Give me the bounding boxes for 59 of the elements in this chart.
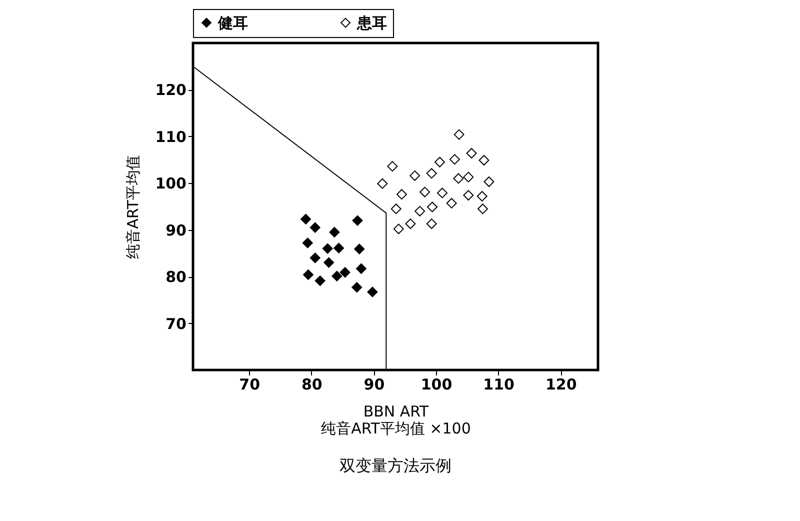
point	[396, 189, 407, 200]
point	[393, 224, 404, 234]
point	[322, 243, 333, 254]
point	[454, 129, 464, 140]
legend-label: 患耳	[356, 14, 387, 32]
point	[453, 173, 464, 184]
point	[427, 202, 438, 212]
point	[477, 204, 488, 214]
point	[390, 204, 402, 214]
y-tick-label: 100	[155, 174, 186, 193]
point	[410, 170, 420, 181]
point	[332, 270, 342, 282]
point	[446, 198, 457, 208]
y-tick-label: 120	[155, 81, 186, 100]
point	[302, 238, 313, 248]
y-tick-label: 80	[166, 268, 186, 286]
point	[463, 190, 474, 201]
x-tick-label: 120	[545, 376, 577, 394]
point	[466, 148, 477, 158]
point	[426, 218, 437, 230]
point	[300, 214, 312, 224]
point	[356, 263, 366, 274]
y-axis-title: 纯音ART平均值	[124, 155, 142, 259]
point	[310, 222, 320, 233]
point	[340, 267, 350, 278]
point	[436, 188, 448, 198]
point	[329, 226, 340, 238]
y-tick-label: 90	[166, 221, 186, 240]
x-tick-label: 90	[364, 376, 385, 394]
y-tick-label: 70	[166, 314, 186, 333]
point	[463, 172, 474, 182]
point	[426, 168, 437, 179]
point	[367, 286, 378, 298]
x-tick-label: 110	[483, 376, 514, 394]
x-tick-label: 100	[420, 376, 452, 394]
point	[324, 257, 334, 268]
point	[314, 276, 326, 286]
point	[484, 176, 494, 187]
point	[334, 242, 344, 254]
point	[354, 244, 365, 254]
point	[352, 215, 363, 226]
legend-label: 健耳	[217, 14, 248, 32]
text: 双变量方法示例	[340, 456, 452, 475]
point	[414, 206, 426, 216]
point	[310, 252, 320, 264]
point	[303, 269, 314, 280]
point	[377, 178, 388, 189]
point	[434, 156, 445, 168]
point	[478, 155, 490, 166]
point	[352, 282, 362, 293]
point	[387, 161, 398, 172]
point	[405, 218, 416, 230]
point	[449, 154, 460, 165]
point	[420, 186, 430, 198]
point	[476, 190, 488, 202]
y-tick-label: 110	[155, 128, 186, 146]
x-tick-label: 70	[239, 376, 260, 394]
x-tick-label: 80	[301, 376, 322, 394]
x-axis-title: BBN ART 纯音ART平均值 ×100	[321, 402, 471, 438]
